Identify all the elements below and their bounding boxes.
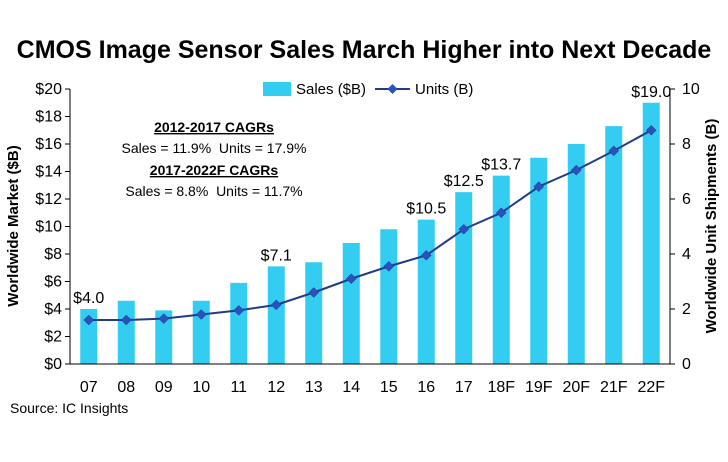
units-marker-10 xyxy=(195,309,207,320)
x-tick-label-22F: 22F xyxy=(637,379,665,396)
x-tick-label-12: 12 xyxy=(267,379,285,396)
bar-21F xyxy=(605,126,623,364)
x-tick-label-07: 07 xyxy=(80,379,98,396)
data-label-17: $12.5 xyxy=(444,173,484,190)
legend-units-label: Units (B) xyxy=(415,81,473,98)
units-marker-22F xyxy=(645,124,657,136)
y-axis-label: Worldwide Market ($B) xyxy=(5,145,22,306)
bar-13 xyxy=(305,262,323,364)
x-tick-label-21F: 21F xyxy=(600,379,628,396)
data-label-12: $7.1 xyxy=(261,247,292,264)
x-tick-label-08: 08 xyxy=(117,379,135,396)
y-tick-label: $4 xyxy=(44,301,62,318)
cagr-values-2012-2017: Sales = 11.9% Units = 17.9% xyxy=(122,140,307,156)
bar-19F xyxy=(530,157,548,364)
x-tick-label-14: 14 xyxy=(342,379,360,396)
bar-22F xyxy=(642,102,660,364)
units-marker-14 xyxy=(345,273,357,285)
data-label-07: $4.0 xyxy=(73,290,104,307)
x-tick-label-10: 10 xyxy=(192,379,210,396)
data-label-16: $10.5 xyxy=(406,201,446,218)
units-line xyxy=(88,129,652,321)
legend-sales-label: Sales ($B) xyxy=(296,81,366,98)
y-tick-label: $14 xyxy=(35,164,62,181)
bar-18F xyxy=(492,175,510,364)
x-tick-label-11: 11 xyxy=(230,379,247,396)
chart-title: CMOS Image Sensor Sales March Higher int… xyxy=(17,36,712,64)
y2-tick-label: 6 xyxy=(682,191,691,208)
y-tick-label: $8 xyxy=(44,246,62,263)
cagr-values-2017-2022: Sales = 8.8% Units = 11.7% xyxy=(125,183,302,199)
x-tick-label-15: 15 xyxy=(380,379,398,396)
legend: Sales ($B) Units (B) xyxy=(263,81,473,98)
cagr-annotation: 2012-2017 CAGRs Sales = 11.9% Units = 17… xyxy=(122,119,307,199)
bar-07 xyxy=(80,309,98,364)
y-tick-label: $16 xyxy=(35,136,62,153)
bar-08 xyxy=(117,300,135,364)
y-tick-label: $2 xyxy=(44,329,62,346)
y2-tick-label: 4 xyxy=(682,246,691,263)
bar-09 xyxy=(155,310,173,364)
bar-11 xyxy=(230,282,248,364)
bar-10 xyxy=(192,300,210,364)
y-tick-label: $10 xyxy=(35,219,62,236)
units-marker-07 xyxy=(83,314,95,326)
units-marker-20F xyxy=(570,164,582,176)
cagr-heading-2017-2022: 2017-2022F CAGRs xyxy=(150,162,279,178)
y-tick-label: $12 xyxy=(35,191,62,208)
x-tick-label-17: 17 xyxy=(455,379,473,396)
x-tick-label-09: 09 xyxy=(155,379,173,396)
units-marker-21F xyxy=(608,145,620,157)
y2-axis-label: Worldwide Unit Shipments (B) xyxy=(703,119,720,334)
source-note: Source: IC Insights xyxy=(10,400,128,416)
units-marker-11 xyxy=(233,305,245,316)
legend-bar-swatch xyxy=(263,82,291,96)
y2-tick-label: 2 xyxy=(682,301,691,318)
units-marker-18F xyxy=(495,207,507,219)
bar-12 xyxy=(267,266,285,364)
legend-marker-swatch xyxy=(387,84,398,94)
x-tick-label-16: 16 xyxy=(417,379,435,396)
y2-tick-label: 0 xyxy=(682,356,691,373)
bar-17 xyxy=(455,192,473,364)
y-tick-label: $20 xyxy=(35,81,62,98)
y-tick-label: $18 xyxy=(35,109,62,126)
units-marker-16 xyxy=(420,250,432,261)
cagr-heading-2012-2017: 2012-2017 CAGRs xyxy=(154,119,274,135)
units-marker-17 xyxy=(458,223,470,235)
data-label-18F: $13.7 xyxy=(481,157,521,174)
x-tick-label-19F: 19F xyxy=(525,379,553,396)
units-marker-12 xyxy=(270,299,282,311)
y-tick-label: $0 xyxy=(44,356,62,373)
units-marker-13 xyxy=(308,287,320,298)
x-tick-label-13: 13 xyxy=(305,379,323,396)
bar-16 xyxy=(417,219,435,364)
data-label-22F: $19.0 xyxy=(631,84,671,101)
units-marker-15 xyxy=(383,261,395,272)
y2-tick-label: 10 xyxy=(682,81,700,98)
bar-15 xyxy=(380,229,398,364)
units-marker-09 xyxy=(158,313,170,324)
x-tick-label-18F: 18F xyxy=(487,379,515,396)
bar-14 xyxy=(342,243,360,364)
bar-20F xyxy=(567,144,585,364)
units-marker-19F xyxy=(533,181,545,192)
y-tick-label: $6 xyxy=(44,274,62,291)
y2-tick-label: 8 xyxy=(682,136,691,153)
x-tick-label-20F: 20F xyxy=(562,379,590,396)
units-marker-08 xyxy=(120,314,132,326)
